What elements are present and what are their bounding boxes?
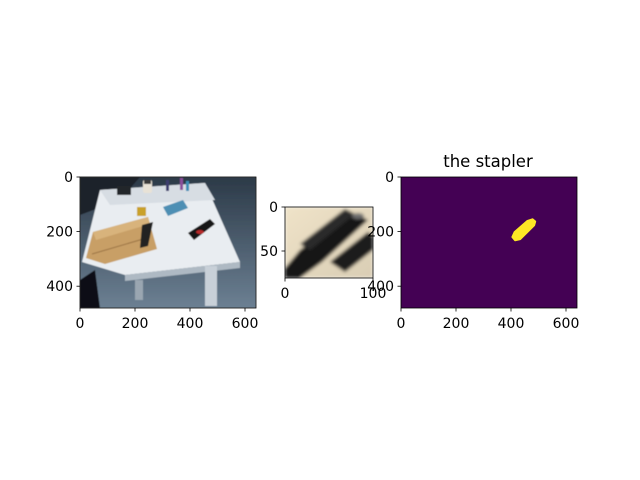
- mask-ytick-label: 200: [367, 225, 394, 241]
- crop-ytick-label: 0: [269, 200, 278, 216]
- photo-image: [80, 177, 256, 308]
- photo-ytick-label: 200: [46, 225, 73, 241]
- crop-xtick-label: 100: [360, 286, 387, 302]
- photo-xtick-label: 400: [177, 316, 204, 332]
- mask-background: [401, 177, 577, 308]
- mask-xtick-label: 600: [553, 316, 580, 332]
- crop-xtick-label: 0: [281, 286, 290, 302]
- crop-ytick-label: 50: [260, 244, 278, 260]
- photo-y-axis: 0 200 400: [46, 170, 80, 295]
- photo-xtick-label: 600: [232, 316, 259, 332]
- photo-ytick-label: 400: [46, 279, 73, 295]
- mask-x-axis: 0 200 400 600: [397, 308, 580, 332]
- crop-panel: 0 50 0 100: [260, 200, 386, 302]
- photo-xtick-label: 0: [76, 316, 85, 332]
- crop-image: [285, 207, 373, 278]
- mask-ytick-label: 0: [385, 170, 394, 186]
- mask-panel: the stapler 0 200 400 0 200 400 600: [367, 152, 579, 332]
- mask-ytick-label: 400: [367, 279, 394, 295]
- photo-panel: 0 200 400 0 200 400 600: [46, 170, 258, 332]
- mask-y-axis: 0 200 400: [367, 170, 401, 295]
- crop-y-axis: 0 50: [260, 200, 285, 260]
- photo-ytick-label: 0: [64, 170, 73, 186]
- crop-x-axis: 0 100: [281, 278, 387, 302]
- mask-xtick-label: 400: [498, 316, 525, 332]
- mask-title: the stapler: [443, 152, 533, 171]
- mask-xtick-label: 200: [443, 316, 470, 332]
- photo-x-axis: 0 200 400 600: [76, 308, 259, 332]
- photo-xtick-label: 200: [122, 316, 149, 332]
- mask-region: [511, 218, 537, 242]
- mask-xtick-label: 0: [397, 316, 406, 332]
